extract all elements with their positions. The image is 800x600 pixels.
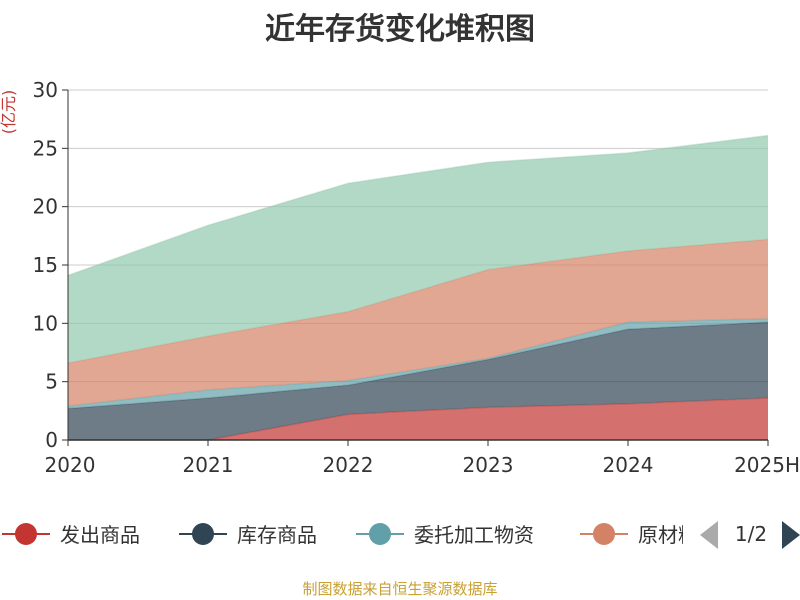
y-tick-label: 0 xyxy=(45,428,58,452)
legend-item[interactable]: 委托加工物资 xyxy=(356,523,534,547)
legend-page-indicator: 1/2 xyxy=(735,522,767,546)
y-tick-label: 15 xyxy=(33,253,58,277)
legend-next-page-icon[interactable] xyxy=(782,521,800,549)
legend-item[interactable]: 原材料 xyxy=(580,523,698,547)
x-tick-label: 2022 xyxy=(323,453,374,477)
series-line-2 xyxy=(67,321,769,410)
legend-marker xyxy=(593,523,615,545)
series-line-5 xyxy=(67,134,769,277)
area-series-4 xyxy=(68,239,768,407)
legend-label: 原材料 xyxy=(638,523,698,547)
x-tick-label: 2024 xyxy=(603,453,654,477)
area-series xyxy=(67,134,769,441)
chart-title: 近年存货变化堆积图 xyxy=(265,12,535,47)
y-tick-label: 10 xyxy=(33,311,58,335)
y-tick-label: 20 xyxy=(33,195,58,219)
x-tick-label: 2021 xyxy=(183,453,234,477)
source-note: 制图数据来自恒生聚源数据库 xyxy=(302,580,498,598)
legend-marker xyxy=(192,523,214,545)
x-tick-label: 2023 xyxy=(463,453,514,477)
axes: 0 5 10 15 20 25 30 2020 2021 2022 2023 2024 2025H xyxy=(33,78,800,477)
x-tick-label: 2025H xyxy=(734,453,800,477)
x-tick-label: 2020 xyxy=(45,453,96,477)
legend-label: 委托加工物资 xyxy=(414,523,534,547)
legend-marker xyxy=(369,523,391,545)
legend-label: 发出商品 xyxy=(60,523,140,547)
y-tick-label: 25 xyxy=(33,136,58,160)
legend-prev-page-icon[interactable] xyxy=(700,521,718,549)
y-axis-label: (亿元) xyxy=(0,90,18,135)
area-series-3 xyxy=(68,318,768,409)
area-series-2 xyxy=(68,322,768,440)
legend-items: 发出商品 库存商品 委托加工物资 原材料 xyxy=(2,523,698,547)
legend-item[interactable]: 库存商品 xyxy=(179,523,317,547)
legend-marker xyxy=(15,523,37,545)
area-series-1 xyxy=(68,398,768,440)
area-series-5 xyxy=(68,135,768,363)
legend-item[interactable]: 发出商品 xyxy=(2,523,140,547)
legend: 发出商品 库存商品 委托加工物资 原材料 1/2 xyxy=(2,521,800,549)
legend-label: 库存商品 xyxy=(237,523,317,547)
y-tick-label: 30 xyxy=(33,78,58,102)
y-tick-label: 5 xyxy=(45,370,58,394)
